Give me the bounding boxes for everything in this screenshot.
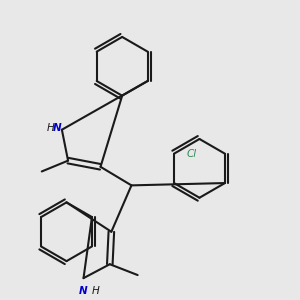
- Text: N: N: [79, 286, 88, 296]
- Text: N: N: [52, 123, 61, 133]
- Text: Cl: Cl: [186, 149, 197, 159]
- Text: H: H: [46, 123, 54, 133]
- Text: H: H: [91, 286, 99, 296]
